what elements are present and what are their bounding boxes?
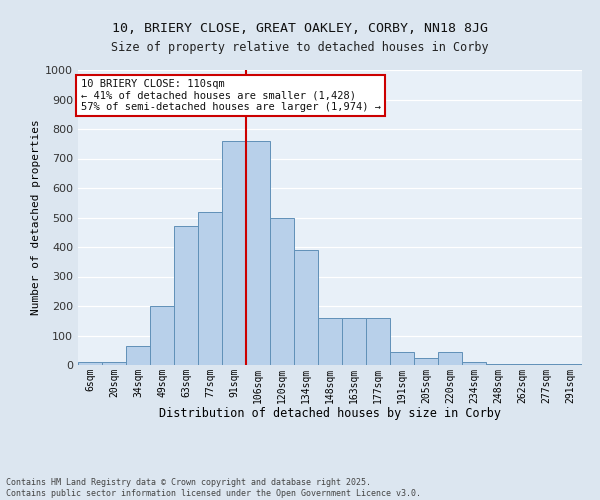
Bar: [246, 141, 270, 365]
Y-axis label: Number of detached properties: Number of detached properties: [31, 120, 41, 316]
Bar: [126, 346, 150, 365]
Bar: [534, 364, 558, 365]
Bar: [174, 226, 198, 365]
Bar: [102, 362, 126, 365]
Bar: [270, 218, 294, 365]
Text: 10, BRIERY CLOSE, GREAT OAKLEY, CORBY, NN18 8JG: 10, BRIERY CLOSE, GREAT OAKLEY, CORBY, N…: [112, 22, 488, 36]
Bar: [462, 362, 486, 365]
Bar: [558, 364, 582, 365]
Bar: [78, 362, 102, 365]
Bar: [198, 212, 222, 365]
Bar: [342, 318, 366, 365]
Bar: [222, 141, 246, 365]
Bar: [510, 364, 534, 365]
Text: Size of property relative to detached houses in Corby: Size of property relative to detached ho…: [111, 41, 489, 54]
Bar: [294, 250, 318, 365]
X-axis label: Distribution of detached houses by size in Corby: Distribution of detached houses by size …: [159, 407, 501, 420]
Bar: [486, 364, 510, 365]
Bar: [438, 352, 462, 365]
Text: 10 BRIERY CLOSE: 110sqm
← 41% of detached houses are smaller (1,428)
57% of semi: 10 BRIERY CLOSE: 110sqm ← 41% of detache…: [80, 79, 380, 112]
Bar: [390, 352, 414, 365]
Bar: [318, 318, 342, 365]
Bar: [150, 306, 174, 365]
Bar: [366, 318, 390, 365]
Bar: [414, 358, 438, 365]
Text: Contains HM Land Registry data © Crown copyright and database right 2025.
Contai: Contains HM Land Registry data © Crown c…: [6, 478, 421, 498]
